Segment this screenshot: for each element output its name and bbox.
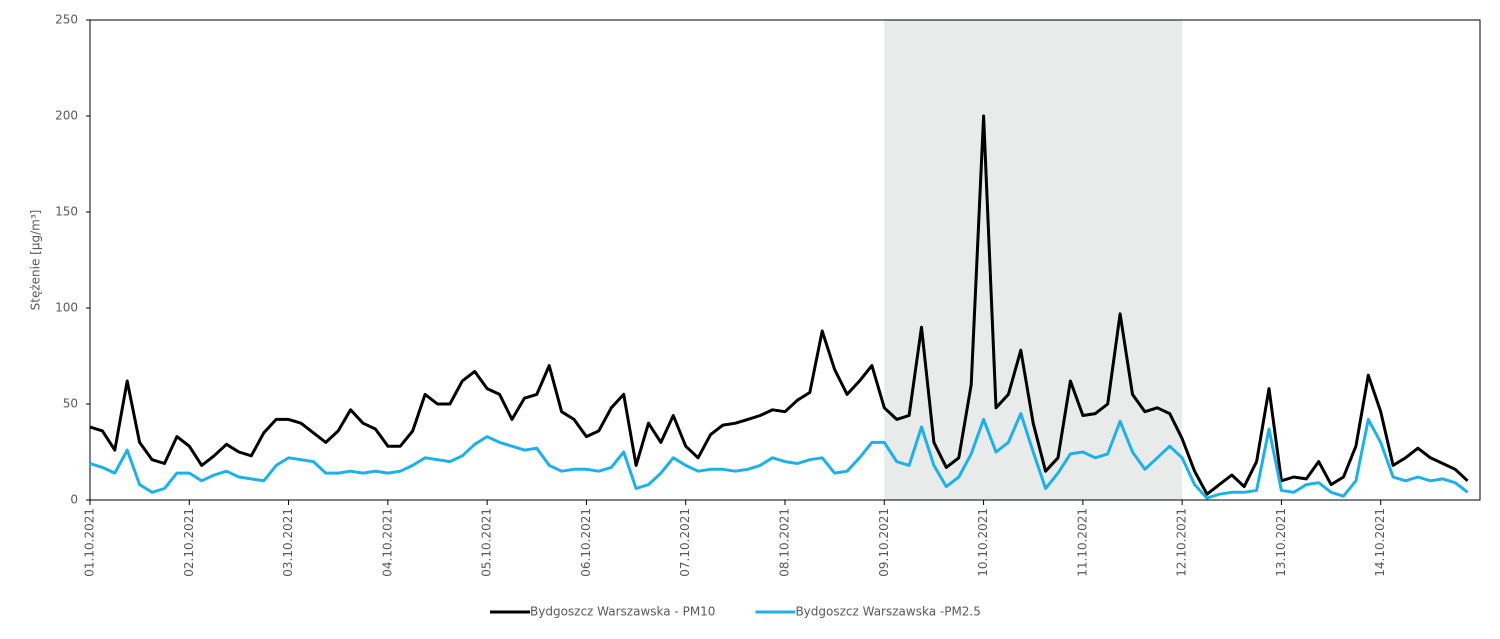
y-axis-label: Stężenie [µg/m³] [29,210,43,311]
plot-frame [89,19,1481,501]
x-tick-label: 01.10.2021 [83,508,97,577]
x-tick-label: 03.10.2021 [281,508,295,577]
series-line [89,412,1469,500]
x-tick-label: 02.10.2021 [182,508,196,577]
y-tick-label: 200 [55,109,78,123]
y-tick-label: 250 [55,13,78,27]
x-tick-label: 12.10.2021 [1175,508,1189,577]
x-tick-label: 07.10.2021 [678,508,692,577]
x-tick-label: 06.10.2021 [579,508,593,577]
legend-label: Bydgoszcz Warszawska -PM2.5 [795,605,980,619]
y-tick-label: 100 [55,301,78,315]
y-tick-label: 150 [55,205,78,219]
x-tick-label: 10.10.2021 [976,508,990,577]
x-tick-label: 08.10.2021 [778,508,792,577]
x-tick-label: 09.10.2021 [877,508,891,577]
legend-label: Bydgoszcz Warszawska - PM10 [530,605,715,619]
x-tick-label: 14.10.2021 [1373,508,1387,577]
x-tick-label: 05.10.2021 [480,508,494,577]
series-line [89,114,1469,496]
x-tick-label: 11.10.2021 [1075,508,1089,577]
y-tick-label: 0 [70,493,78,507]
x-tick-label: 04.10.2021 [380,508,394,577]
x-tick-label: 13.10.2021 [1274,508,1288,577]
y-tick-label: 50 [63,397,78,411]
